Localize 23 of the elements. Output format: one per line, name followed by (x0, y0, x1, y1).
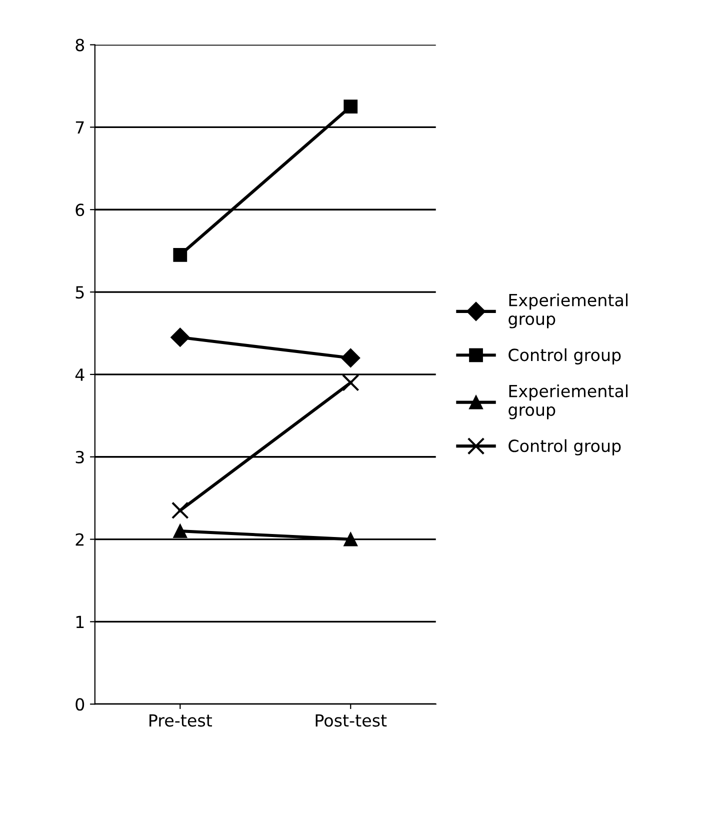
point (173, 524, 188, 538)
point (171, 502, 189, 520)
y-tick-label: 0 (76, 698, 84, 711)
point (170, 328, 190, 347)
y-tick-label: 8 (76, 38, 84, 52)
point (344, 100, 358, 114)
legend-label: Control group (508, 439, 621, 456)
point (173, 248, 188, 262)
y-tick-label: 6 (76, 204, 84, 216)
x-tick-label: Pre-test (150, 714, 212, 727)
legend-label: Experiemental group (508, 294, 628, 328)
y-tick-label: 5 (76, 286, 84, 299)
y-tick-label: 1 (76, 616, 84, 628)
point (341, 348, 360, 368)
legend-label: Experiemental group (508, 384, 628, 420)
y-tick-label: 4 (75, 368, 84, 381)
point (342, 374, 360, 392)
x-tick-label: Post-test (316, 714, 387, 727)
y-tick-label: 2 (76, 533, 84, 546)
point (344, 532, 358, 546)
legend-label: Control group (508, 348, 621, 364)
y-tick-label: 3 (76, 450, 84, 464)
y-tick-label: 7 (76, 121, 84, 134)
